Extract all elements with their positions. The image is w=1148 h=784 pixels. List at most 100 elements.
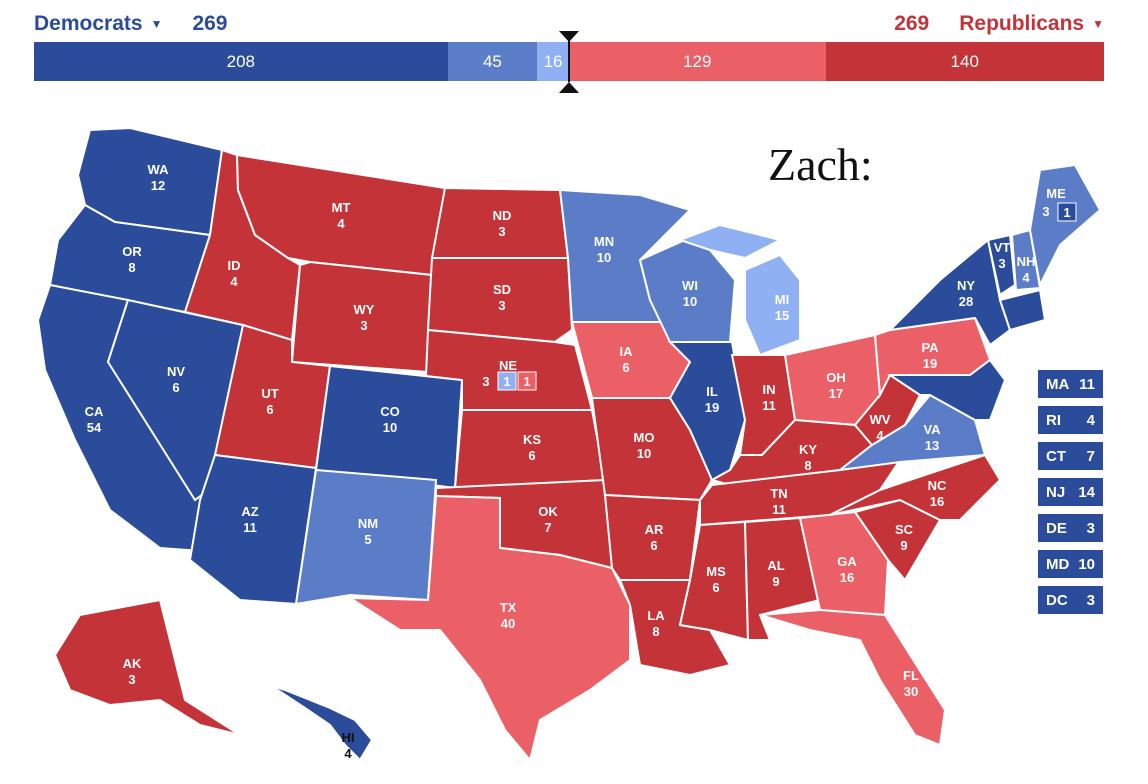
label-la-ev: 8: [652, 624, 659, 639]
chevron-down-icon: ▼: [150, 17, 163, 31]
bar-segment-lean-dem: 16: [537, 42, 569, 81]
label-nc-ev: 16: [930, 494, 944, 509]
bar-segment-lean-rep: 129: [568, 42, 826, 81]
small-state-abbr: MA: [1046, 375, 1070, 393]
label-ms-ev: 6: [712, 580, 719, 595]
state-wy[interactable]: [290, 260, 434, 374]
ne-district-dem-box[interactable]: [497, 371, 517, 391]
republicans-selector[interactable]: 269 Republicans ▼: [894, 12, 1104, 36]
state-ga[interactable]: [798, 510, 890, 617]
state-mid-atlantic[interactable]: [886, 358, 1007, 421]
label-ak-ev: 3: [128, 672, 135, 687]
state-nd[interactable]: [430, 186, 570, 259]
label-nm-ev: 5: [364, 532, 371, 547]
label-wi-ev: 10: [683, 294, 697, 309]
small-state-abbr: MD: [1046, 555, 1070, 573]
label-fl-abbr: FL: [903, 668, 919, 683]
state-mi[interactable]: [744, 253, 801, 357]
label-vt-ev: 3: [998, 256, 1005, 271]
bar-segment-likely-dem: 45: [447, 42, 538, 81]
label-tn-ev: 11: [772, 502, 786, 517]
label-il-abbr: IL: [706, 384, 718, 399]
small-state-dc[interactable]: DC 3: [1038, 586, 1103, 614]
label-tn-abbr: TN: [770, 486, 787, 501]
state-nc[interactable]: [829, 453, 1002, 521]
label-hi-ev: 4: [344, 746, 352, 761]
small-state-ev: 14: [1078, 483, 1095, 501]
label-la-abbr: LA: [647, 608, 665, 623]
label-mo-ev: 10: [637, 446, 651, 461]
small-state-de[interactable]: DE 3: [1038, 514, 1103, 542]
small-state-abbr: CT: [1046, 447, 1066, 465]
ne-district-rep-box[interactable]: [517, 371, 537, 391]
label-mi-abbr: MI: [775, 292, 789, 307]
label-or-abbr: OR: [122, 244, 142, 259]
label-ar-ev: 6: [650, 538, 657, 553]
small-state-ct[interactable]: CT 7: [1038, 442, 1103, 470]
small-state-md[interactable]: MD 10: [1038, 550, 1103, 578]
state-ak[interactable]: [53, 598, 241, 736]
label-oh-ev: 17: [829, 386, 843, 401]
label-pa-abbr: PA: [921, 340, 939, 355]
democrats-selector[interactable]: Democrats ▼ 269: [34, 12, 228, 36]
majority-line: [568, 40, 570, 82]
label-va-ev: 13: [925, 438, 939, 453]
label-az-ev: 11: [243, 520, 257, 535]
label-ne-ev: 3: [482, 374, 489, 389]
bar-segment-safe-rep: 140: [825, 42, 1104, 81]
state-fl[interactable]: [759, 608, 947, 747]
small-state-abbr: RI: [1046, 411, 1061, 429]
republicans-total: 269: [894, 12, 930, 35]
label-ne-abbr: NE: [499, 358, 517, 373]
label-me-ev: 3: [1042, 204, 1049, 219]
me-district-box[interactable]: [1057, 202, 1077, 222]
note-text: Zach:: [768, 139, 873, 190]
label-co-ev: 10: [383, 420, 397, 435]
small-state-ev: 10: [1078, 555, 1095, 573]
label-sc-abbr: SC: [895, 522, 914, 537]
label-id-abbr: ID: [228, 258, 241, 273]
label-in-abbr: IN: [763, 382, 776, 397]
label-me-abbr: ME: [1046, 186, 1066, 201]
small-state-nj[interactable]: NJ 14: [1038, 478, 1103, 506]
chevron-down-icon: ▼: [1092, 17, 1104, 31]
label-in-ev: 11: [762, 398, 776, 413]
label-ny-ev: 28: [959, 294, 973, 309]
label-wv-ev: 4: [876, 428, 884, 443]
label-mt-ev: 4: [337, 216, 345, 231]
header: Democrats ▼ 269 269 Republicans ▼: [34, 12, 1104, 38]
label-ne-d1: 1: [503, 374, 510, 389]
label-nv-ev: 6: [172, 380, 179, 395]
label-me-d1: 1: [1063, 205, 1070, 220]
label-nm-abbr: NM: [358, 516, 378, 531]
small-state-ri[interactable]: RI 4: [1038, 406, 1103, 434]
label-ok-ev: 7: [544, 520, 551, 535]
label-nv-abbr: NV: [167, 364, 185, 379]
small-state-ma[interactable]: MA 11: [1038, 370, 1103, 398]
label-al-abbr: AL: [767, 558, 784, 573]
state-sd[interactable]: [426, 257, 574, 344]
small-state-abbr: DE: [1046, 519, 1067, 537]
state-mi-up[interactable]: [677, 223, 783, 260]
label-sc-ev: 9: [900, 538, 907, 553]
label-mt-abbr: MT: [332, 200, 351, 215]
label-mo-abbr: MO: [634, 430, 655, 445]
state-tx[interactable]: [346, 494, 631, 763]
label-ca-ev: 54: [87, 420, 102, 435]
label-az-abbr: AZ: [241, 504, 258, 519]
label-wa-abbr: WA: [148, 162, 170, 177]
small-state-abbr: DC: [1046, 591, 1068, 609]
label-id-ev: 4: [230, 274, 238, 289]
state-new-england-south[interactable]: [998, 288, 1047, 332]
state-nh[interactable]: [1010, 228, 1042, 292]
democrats-total: 269: [192, 12, 228, 35]
label-ia-abbr: IA: [620, 344, 634, 359]
state-nm[interactable]: [294, 468, 438, 606]
label-ut-abbr: UT: [261, 386, 278, 401]
label-ok-abbr: OK: [538, 504, 558, 519]
label-ky-ev: 8: [804, 458, 811, 473]
label-hi-abbr: HI: [342, 730, 355, 745]
state-me[interactable]: [1028, 163, 1102, 289]
state-hi[interactable]: [269, 684, 374, 762]
